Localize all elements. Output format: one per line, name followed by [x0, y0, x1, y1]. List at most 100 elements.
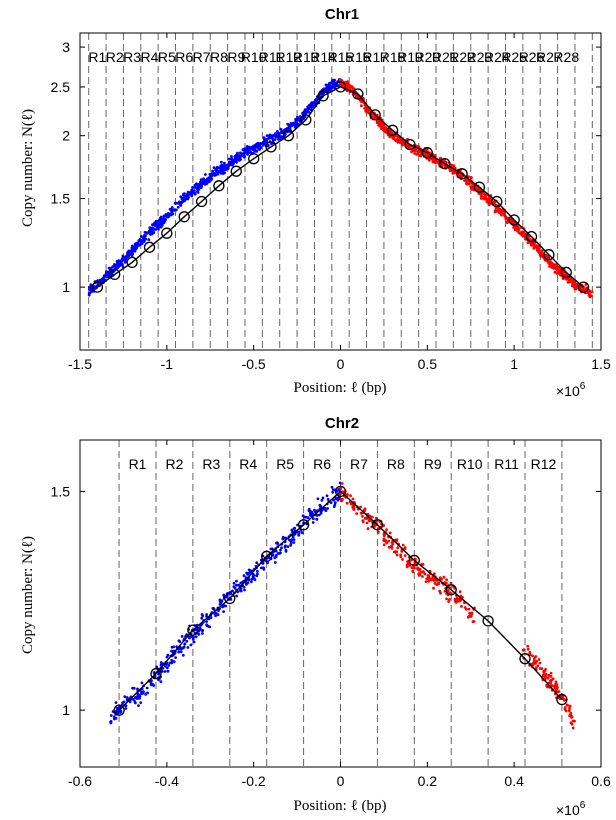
data-point — [279, 135, 283, 139]
data-point — [370, 515, 374, 519]
y-axis-label: Copy number: N(ℓ) — [20, 109, 36, 227]
data-point — [205, 620, 208, 623]
data-point — [549, 671, 553, 675]
region-label: R24 — [484, 49, 510, 65]
data-point — [542, 671, 546, 674]
data-point — [154, 224, 158, 227]
data-point — [112, 715, 116, 719]
data-point — [521, 234, 524, 238]
data-point — [140, 681, 144, 685]
data-point — [537, 245, 540, 249]
data-point — [366, 527, 370, 531]
data-point — [151, 683, 155, 686]
data-point — [501, 208, 504, 212]
data-point — [102, 274, 106, 278]
data-point — [365, 108, 368, 112]
fit-line-marker — [408, 554, 420, 567]
data-point — [425, 577, 429, 581]
data-point — [226, 167, 230, 171]
data-point — [172, 645, 176, 649]
data-point — [503, 213, 506, 217]
data-point — [167, 664, 171, 667]
data-point — [417, 572, 421, 575]
data-point — [179, 650, 183, 654]
data-point — [162, 214, 166, 218]
data-point — [239, 158, 243, 161]
data-point — [303, 515, 306, 519]
plot-area: R1 R2 R3 R4 R5 R6 R7 R8 R9 R10 R11 R12 — [109, 440, 576, 767]
fit-line-marker — [143, 241, 156, 253]
data-point — [266, 561, 269, 565]
data-point — [590, 290, 594, 294]
data-point — [233, 160, 237, 163]
data-point — [249, 580, 253, 584]
data-point — [272, 134, 276, 138]
data-point — [311, 521, 315, 524]
data-point — [133, 242, 137, 246]
data-point — [109, 714, 113, 717]
data-point — [165, 666, 169, 670]
data-point — [135, 245, 139, 249]
x-tick-label: -1.5 — [68, 356, 92, 372]
data-point — [175, 201, 179, 205]
chart-title: Chr1 — [325, 6, 359, 23]
data-point — [123, 260, 127, 264]
data-point — [336, 497, 340, 500]
region-label: R8 — [387, 456, 405, 472]
data-point — [174, 208, 178, 212]
fit-line-marker — [543, 249, 555, 261]
data-point — [484, 197, 487, 201]
data-point — [191, 186, 194, 189]
data-point — [414, 149, 417, 153]
data-point — [200, 616, 204, 620]
data-point — [556, 266, 560, 269]
y-axis-label: Copy number: N(ℓ) — [20, 536, 36, 654]
data-point — [143, 230, 147, 234]
data-point — [243, 155, 247, 158]
data-point — [432, 586, 435, 590]
region-label: R5 — [158, 49, 176, 65]
data-point — [317, 513, 321, 517]
data-point — [467, 175, 470, 179]
data-point — [274, 132, 277, 135]
region-label: R16 — [345, 49, 371, 65]
data-point — [248, 148, 252, 151]
data-point — [496, 208, 500, 212]
data-point — [270, 547, 274, 551]
data-point — [249, 150, 253, 154]
data-point — [421, 575, 424, 578]
data-point — [176, 205, 180, 209]
data-point — [150, 679, 153, 682]
region-label: R26 — [519, 49, 545, 65]
region-label: R2 — [165, 456, 183, 472]
fit-line-marker — [248, 153, 260, 165]
x-axis-multiplier-base: ×10 — [556, 802, 580, 818]
data-point — [568, 704, 572, 708]
data-point — [114, 701, 118, 704]
data-point — [109, 266, 112, 270]
region-label: R1 — [88, 49, 106, 65]
data-point — [325, 494, 329, 498]
data-point — [427, 579, 431, 583]
data-point — [557, 690, 561, 693]
data-point — [399, 555, 403, 559]
data-point — [346, 493, 349, 496]
data-point — [540, 250, 544, 254]
data-point — [281, 535, 285, 539]
region-label: R10 — [457, 456, 483, 472]
data-point — [259, 146, 262, 150]
data-point — [535, 249, 539, 252]
data-point — [253, 147, 257, 150]
data-point — [382, 537, 386, 541]
data-point — [214, 168, 218, 172]
fit-line-marker — [404, 138, 416, 151]
data-point — [261, 143, 265, 147]
y-tick-label: 1.5 — [51, 191, 71, 207]
data-point — [582, 288, 585, 292]
data-point — [528, 237, 531, 241]
data-point — [229, 160, 233, 164]
region-label: R2 — [106, 49, 124, 65]
data-point — [232, 581, 236, 585]
data-point — [177, 650, 181, 654]
region-label: R12 — [531, 456, 557, 472]
